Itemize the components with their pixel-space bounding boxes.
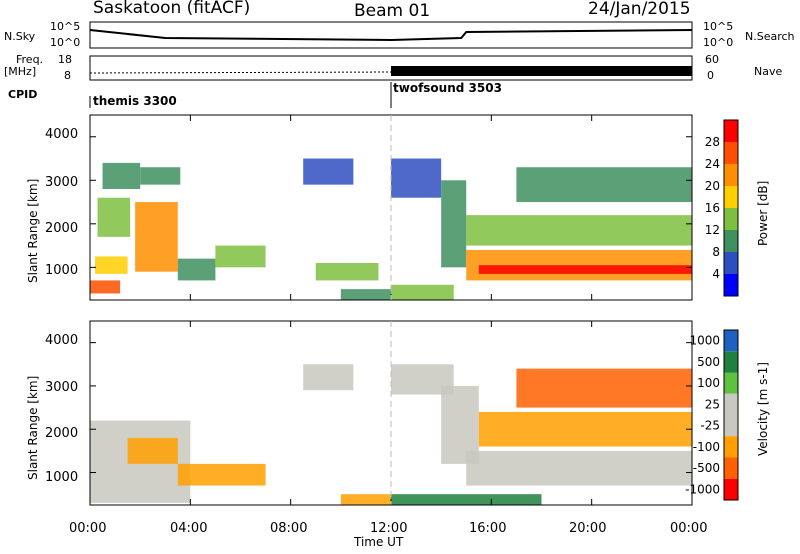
colorbar0-tick-6: 28: [705, 135, 720, 149]
panel1-region-3: [303, 364, 354, 391]
freq-label: Freq.: [16, 53, 44, 66]
colorbar0-tick-2: 12: [705, 223, 720, 237]
panel1-region-1: [127, 437, 178, 464]
colorbar1-seg-6: [724, 457, 738, 479]
panel0-region-3: [102, 162, 141, 189]
colorbar1-tick-7: -1000: [685, 482, 720, 496]
xaxis-title: Time UT: [354, 535, 404, 549]
colorbar0-seg-3: [724, 186, 738, 208]
colorbar0-tick-3: 16: [705, 201, 720, 215]
panel0-region-17: [516, 167, 692, 203]
colorbar1-seg-7: [724, 478, 738, 500]
panel1-region-2: [177, 463, 266, 486]
panel1-region-10: [391, 494, 542, 505]
velocity-ytick-4000: 4000: [45, 333, 79, 348]
panel0-region-2: [97, 197, 131, 237]
power-ytick-4000: 4000: [45, 127, 79, 142]
panel0-region-4: [135, 202, 178, 272]
nsearch-tick-high: 10^5: [703, 20, 734, 33]
colorbar1-tick-4: -25: [700, 419, 720, 433]
freq-trace: [89, 71, 392, 74]
velocity-ytick-2000: 2000: [45, 426, 79, 441]
panel1-region-9: [516, 368, 692, 408]
panel0-region-1: [95, 256, 128, 274]
station-title: Saskatoon (fitACF): [93, 0, 251, 18]
colorbar1-seg-3: [724, 393, 738, 415]
colorbar0-tick-1: 8: [712, 245, 720, 259]
colorbar1-tick-0: 1000: [689, 334, 720, 348]
xtick-16: 16:00: [469, 521, 507, 536]
panel0-region-12: [391, 158, 442, 198]
colorbar0-tick-5: 24: [705, 157, 720, 171]
nsky-panel: [89, 21, 693, 49]
nsearch-label: N.Search: [745, 30, 795, 43]
panel0-region-11: [391, 284, 454, 300]
freq-tick-high: 18: [58, 53, 72, 66]
colorbar1-seg-2: [724, 372, 738, 394]
date-title: 24/Jan/2015: [588, 0, 691, 19]
xtick-0: 00:00: [69, 521, 107, 536]
power-ytick-2000: 2000: [45, 221, 79, 236]
colorbar1-tick-2: 100: [697, 376, 720, 390]
panel0-region-0: [90, 280, 121, 294]
velocity-ytick-1000: 1000: [45, 470, 79, 485]
velocity-ytick-3000: 3000: [45, 380, 79, 395]
cpid-label: CPID: [8, 88, 38, 101]
colorbar0-seg-0: [724, 120, 738, 142]
nave-label: Nave: [754, 65, 783, 78]
colorbar1-tick-6: -500: [693, 461, 720, 475]
nsky-tick-high: 10^5: [50, 20, 81, 33]
colorbar0-tick-4: 20: [705, 179, 720, 193]
panel0-region-13: [441, 180, 467, 268]
nsky-trace: [89, 29, 693, 42]
colorbar0-seg-6: [724, 252, 738, 274]
panel1-region-6: [441, 385, 479, 464]
xtick-4: 04:00: [170, 521, 208, 536]
panel0-region-10: [340, 289, 391, 300]
colorbar1-seg-5: [724, 436, 738, 458]
colorbar1-seg-4: [724, 415, 738, 437]
panel0-region-5: [140, 167, 181, 185]
colorbar0-frame: [723, 119, 739, 297]
freq-unit-label: [MHz]: [4, 65, 37, 78]
cpid-entry-twofsound: twofsound 3503: [393, 81, 502, 95]
colorbar0-seg-1: [724, 142, 738, 164]
nave-fill: [391, 66, 692, 76]
panel0-region-9: [315, 263, 379, 281]
beam-title: Beam 01: [354, 1, 431, 21]
colorbar0-seg-2: [724, 164, 738, 186]
colorbar1-frame: [723, 329, 739, 501]
xtick-20: 20:00: [569, 521, 607, 536]
colorbar0-seg-7: [724, 274, 738, 296]
colorbar0-tick-0: 4: [712, 267, 720, 281]
nsearch-tick-low: 10^0: [703, 36, 734, 49]
nsky-tick-low: 10^0: [50, 36, 81, 49]
nsky-label: N.Sky: [4, 30, 36, 43]
xtick-24: 00:00: [670, 521, 708, 536]
colorbar0-seg-4: [724, 208, 738, 230]
panel0-region-16: [466, 215, 692, 246]
colorbar1-tick-1: 500: [697, 355, 720, 369]
panel0-region-6: [177, 258, 216, 281]
panel0-region-8: [303, 158, 354, 185]
panel1-region-7: [466, 450, 692, 486]
panel0-region-7: [215, 245, 266, 268]
panel0-region-15: [478, 265, 692, 274]
panel1-region-8: [478, 411, 692, 447]
colorbar1-seg-0: [724, 330, 738, 352]
panel1-region-4: [340, 494, 391, 505]
xtick-8: 08:00: [270, 521, 308, 536]
power-ytick-3000: 3000: [45, 175, 79, 190]
cpid-entry-themis: themis 3300: [93, 94, 177, 108]
colorbar0-seg-5: [724, 230, 738, 252]
xtick-12: 12:00: [370, 521, 408, 536]
colorbar1-seg-1: [724, 351, 738, 373]
power-ytick-1000: 1000: [45, 263, 79, 278]
nave-tick-high: 60: [705, 53, 719, 66]
colorbar1-tick-3: 25: [705, 397, 720, 411]
colorbar1-tick-5: -100: [693, 440, 720, 454]
freq-tick-low: 8: [64, 69, 71, 82]
nave-tick-low: 0: [707, 69, 714, 82]
